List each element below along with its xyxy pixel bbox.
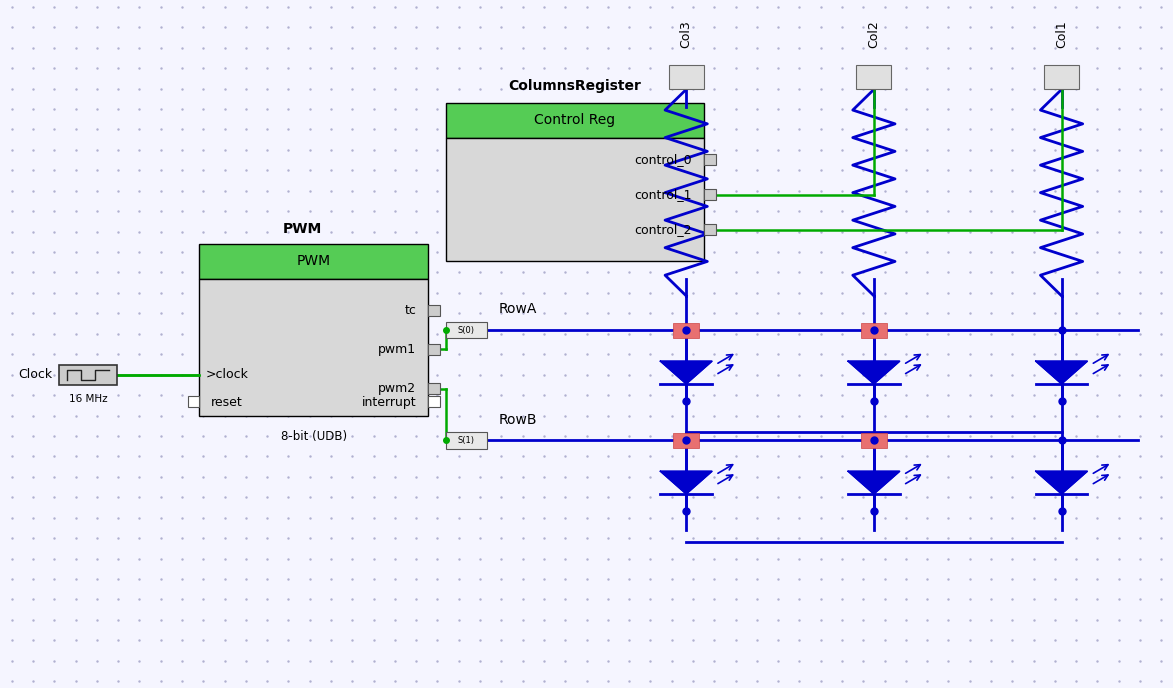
Bar xyxy=(669,65,704,89)
FancyBboxPatch shape xyxy=(199,279,428,416)
Text: 8-bit (UDB): 8-bit (UDB) xyxy=(280,430,347,443)
Bar xyxy=(428,383,440,394)
Bar xyxy=(446,322,487,338)
Bar xyxy=(428,396,440,407)
Bar xyxy=(428,344,440,355)
Text: S(0): S(0) xyxy=(457,325,474,335)
Text: control_1: control_1 xyxy=(635,188,692,201)
Text: Clock: Clock xyxy=(19,369,53,381)
Polygon shape xyxy=(1036,361,1087,384)
Polygon shape xyxy=(660,471,712,494)
Text: control_0: control_0 xyxy=(635,153,692,166)
Bar xyxy=(861,323,887,338)
Text: Col3: Col3 xyxy=(679,21,693,48)
Text: ColumnsRegister: ColumnsRegister xyxy=(508,79,642,93)
Bar xyxy=(704,153,716,164)
Text: RowA: RowA xyxy=(499,303,537,316)
Text: RowB: RowB xyxy=(499,413,537,427)
Bar xyxy=(428,305,440,316)
Text: >clock: >clock xyxy=(205,369,249,381)
Text: PWM: PWM xyxy=(297,255,331,268)
Text: 16 MHz: 16 MHz xyxy=(69,394,107,405)
FancyBboxPatch shape xyxy=(446,103,704,138)
Text: tc: tc xyxy=(405,303,416,316)
Bar xyxy=(446,432,487,449)
Text: S(1): S(1) xyxy=(457,436,474,445)
Bar xyxy=(704,189,716,200)
FancyBboxPatch shape xyxy=(446,138,704,261)
Text: reset: reset xyxy=(211,396,243,409)
Bar xyxy=(59,365,117,385)
Text: Col2: Col2 xyxy=(867,21,881,48)
Bar xyxy=(673,323,699,338)
Bar xyxy=(861,433,887,448)
Bar xyxy=(673,433,699,448)
Polygon shape xyxy=(1036,471,1087,494)
Polygon shape xyxy=(660,361,712,384)
Text: Col1: Col1 xyxy=(1055,21,1069,48)
Bar xyxy=(1044,65,1079,89)
Bar xyxy=(856,65,891,89)
Bar xyxy=(188,396,199,407)
Text: control_2: control_2 xyxy=(635,224,692,237)
Polygon shape xyxy=(848,471,900,494)
Text: interrupt: interrupt xyxy=(361,396,416,409)
FancyBboxPatch shape xyxy=(199,244,428,279)
Polygon shape xyxy=(848,361,900,384)
Text: pwm2: pwm2 xyxy=(378,383,416,395)
Text: Control Reg: Control Reg xyxy=(534,114,616,127)
Text: pwm1: pwm1 xyxy=(378,343,416,356)
Text: PWM: PWM xyxy=(283,222,321,236)
Bar xyxy=(704,224,716,235)
